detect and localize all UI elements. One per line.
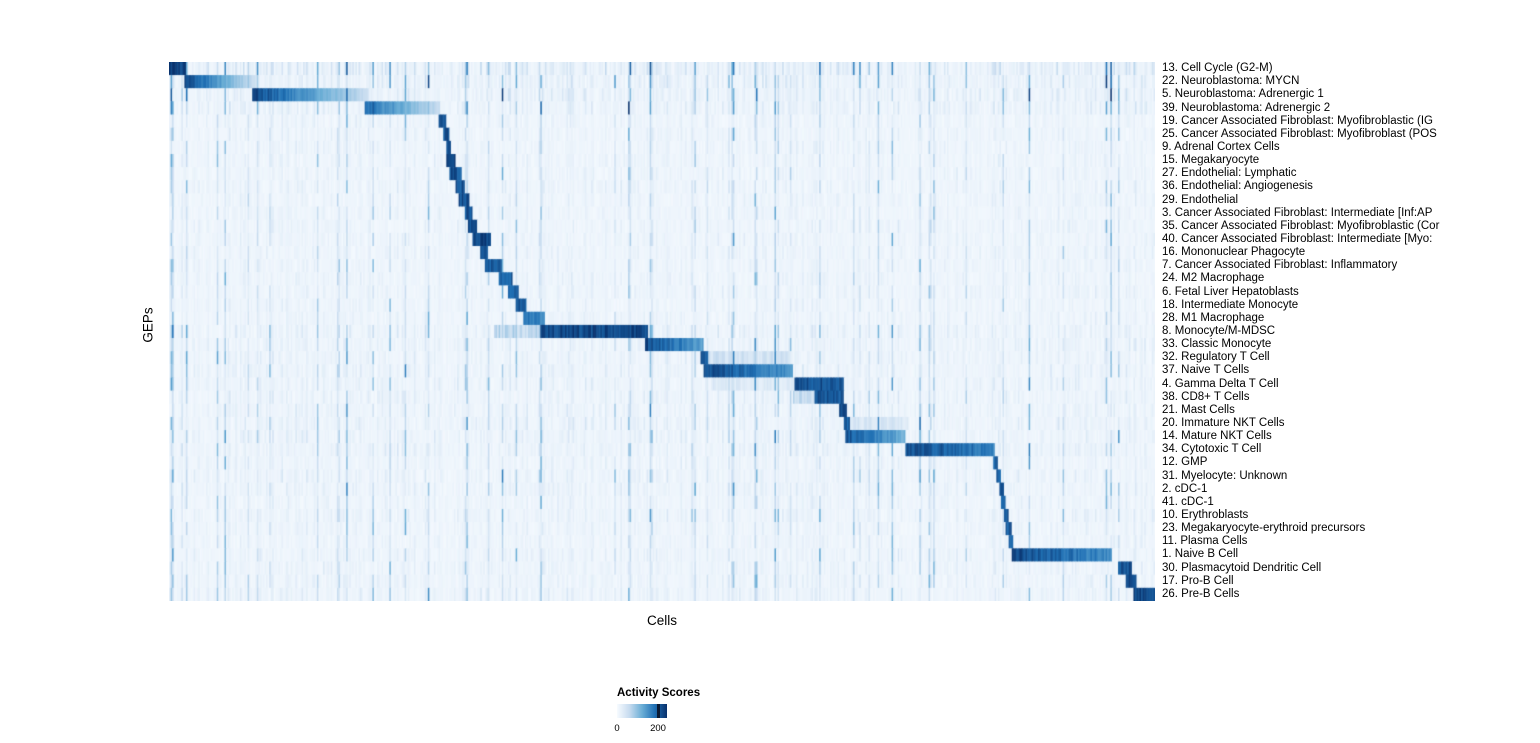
row-label: 17. Pro-B Cell — [1162, 574, 1234, 587]
row-label: 9. Adrenal Cortex Cells — [1162, 140, 1280, 153]
row-label: 28. M1 Macrophage — [1162, 311, 1265, 324]
row-label: 38. CD8+ T Cells — [1162, 390, 1250, 403]
legend-tick-max: 200 — [650, 723, 666, 734]
row-label: 2. cDC-1 — [1162, 482, 1208, 495]
row-labels: 13. Cell Cycle (G2-M) 22. Neuroblastoma: … — [1162, 62, 1540, 601]
row-label: 11. Plasma Cells — [1162, 535, 1248, 548]
row-label: 19. Cancer Associated Fibroblast: Myofib… — [1162, 114, 1434, 127]
row-label: 5. Neuroblastoma: Adrenergic 1 — [1162, 88, 1324, 101]
row-label: 25. Cancer Associated Fibroblast: Myofib… — [1162, 127, 1437, 140]
row-label: 29. Endothelial — [1162, 193, 1239, 206]
legend: Activity Scores 0 200 — [614, 687, 701, 735]
row-label: 20. Immature NKT Cells — [1162, 417, 1285, 430]
row-label: 33. Classic Monocyte — [1162, 338, 1272, 351]
row-label: 7. Cancer Associated Fibroblast: Inflamm… — [1162, 259, 1398, 272]
legend-ticks: 0 200 — [614, 723, 677, 735]
row-label: 4. Gamma Delta T Cell — [1162, 377, 1279, 390]
row-label: 16. Mononuclear Phagocyte — [1162, 246, 1306, 259]
row-label: 27. Endothelial: Lymphatic — [1162, 167, 1297, 180]
x-axis-label: Cells — [646, 613, 678, 628]
legend-colorbar — [617, 704, 667, 718]
row-label: 23. Megakaryocyte-erythroid precursors — [1162, 522, 1366, 535]
row-label: 15. Megakaryocyte — [1162, 154, 1260, 167]
y-axis-label: GEPs — [140, 307, 156, 343]
row-label: 30. Plasmacytoid Dendritic Cell — [1162, 561, 1322, 574]
heatmap-canvas — [169, 62, 1155, 601]
row-label: 3. Cancer Associated Fibroblast: Interme… — [1162, 206, 1433, 219]
legend-title: Activity Scores — [617, 687, 701, 699]
row-label: 32. Regulatory T Cell — [1162, 351, 1270, 364]
legend-tick-min: 0 — [614, 723, 620, 734]
row-label: 12. GMP — [1162, 456, 1208, 469]
row-label: 39. Neuroblastoma: Adrenergic 2 — [1162, 101, 1331, 114]
row-label: 21. Mast Cells — [1162, 403, 1235, 416]
legend-tick-mark — [657, 704, 660, 718]
row-label: 22. Neuroblastoma: MYCN — [1162, 75, 1300, 88]
row-label: 40. Cancer Associated Fibroblast: Interm… — [1162, 232, 1433, 245]
row-label: 24. M2 Macrophage — [1162, 272, 1265, 285]
row-label: 35. Cancer Associated Fibroblast: Myofib… — [1162, 219, 1440, 232]
row-label: 34. Cytotoxic T Cell — [1162, 443, 1262, 456]
row-label: 37. Naive T Cells — [1162, 364, 1250, 377]
row-label: 26. Pre-B Cells — [1162, 587, 1240, 600]
row-label: 18. Intermediate Monocyte — [1162, 298, 1299, 311]
row-label: 41. cDC-1 — [1162, 495, 1214, 508]
row-label: 31. Myelocyte: Unknown — [1162, 469, 1288, 482]
row-label: 6. Fetal Liver Hepatoblasts — [1162, 285, 1299, 298]
row-label: 36. Endothelial: Angiogenesis — [1162, 180, 1313, 193]
row-label: 13. Cell Cycle (G2-M) — [1162, 62, 1273, 75]
row-label: 1. Naive B Cell — [1162, 548, 1239, 561]
row-label: 8. Monocyte/M-MDSC — [1162, 325, 1276, 337]
row-label: 10. Erythroblasts — [1162, 509, 1249, 522]
row-label: 14. Mature NKT Cells — [1162, 430, 1272, 443]
